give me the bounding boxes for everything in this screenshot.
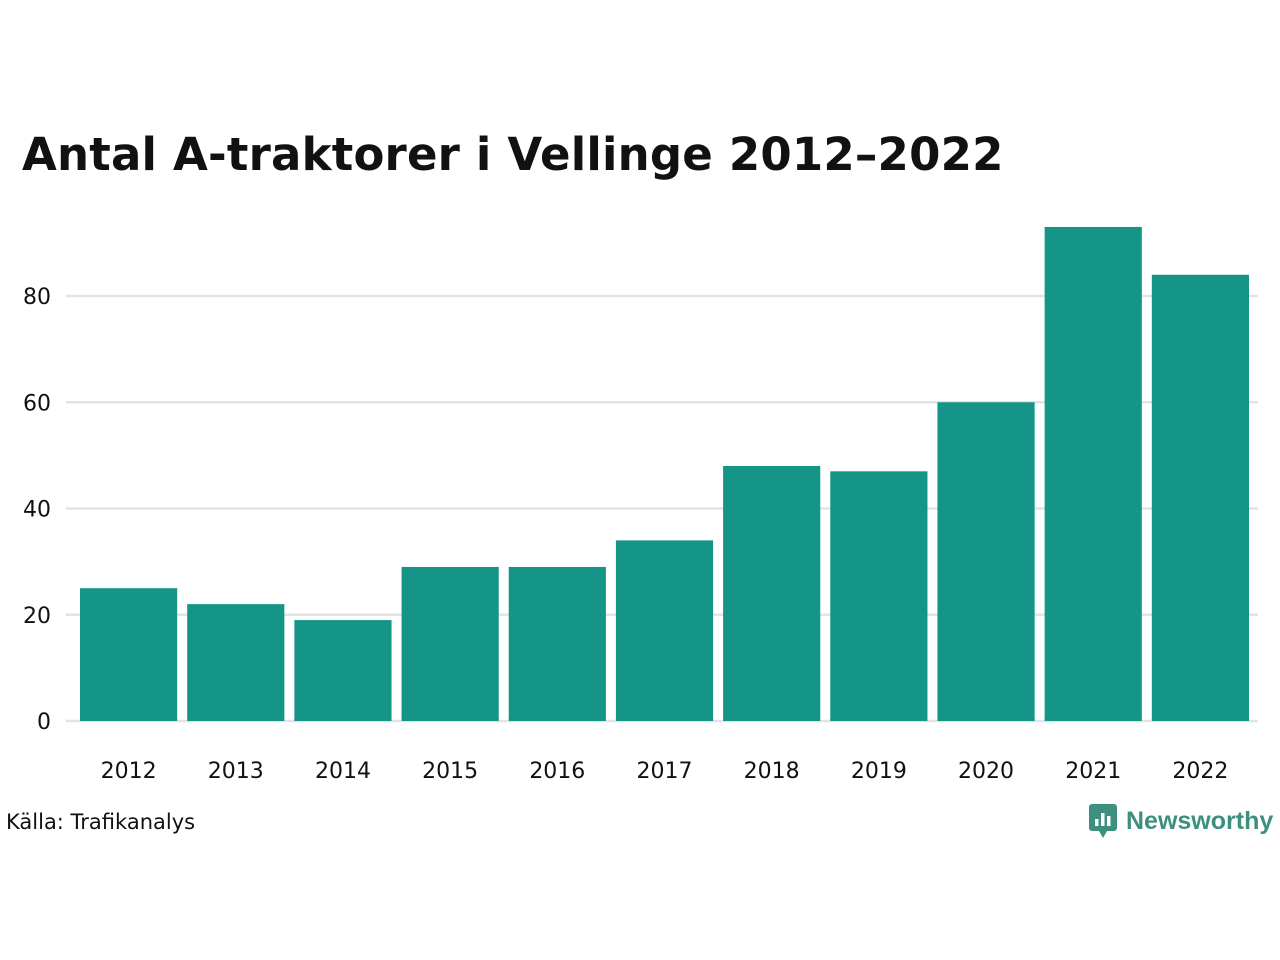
bar-2013 — [187, 604, 285, 721]
bar-2020 — [937, 402, 1035, 721]
bar-2019 — [830, 471, 928, 721]
x-tick-label: 2021 — [1065, 759, 1121, 784]
bar-2021 — [1044, 226, 1142, 721]
brand-name: Newsworthy — [1126, 806, 1274, 835]
x-axis-ticks: 2012 2013 2014 2015 2016 2017 2018 2019 2020 2021… — [101, 759, 1229, 784]
x-tick-label: 2015 — [422, 759, 478, 784]
newsworthy-logo-icon — [1089, 804, 1117, 838]
bar-2014 — [294, 620, 392, 721]
x-tick-label: 2013 — [208, 759, 264, 784]
y-tick-label: 60 — [23, 391, 51, 416]
x-tick-label: 2014 — [315, 759, 371, 784]
bar-2015 — [401, 566, 499, 721]
y-axis-ticks: 0 20 40 60 80 — [23, 285, 51, 735]
source-label: Källa: Trafikanalys — [6, 810, 196, 834]
x-tick-label: 2012 — [101, 759, 157, 784]
bar-2022 — [1151, 274, 1249, 721]
bar-2017 — [615, 540, 714, 721]
x-tick-label: 2019 — [851, 759, 907, 784]
y-tick-label: 20 — [23, 604, 51, 629]
chart-title: Antal A-traktorer i Vellinge 2012–2022 — [22, 128, 1004, 181]
y-tick-label: 40 — [23, 498, 51, 523]
y-tick-label: 0 — [37, 710, 51, 735]
bar-2018 — [723, 466, 821, 721]
x-tick-label: 2022 — [1172, 759, 1228, 784]
x-tick-label: 2020 — [958, 759, 1014, 784]
x-tick-label: 2018 — [744, 759, 800, 784]
bar-2012 — [80, 588, 178, 721]
x-tick-label: 2017 — [637, 759, 693, 784]
bar-2016 — [508, 566, 606, 721]
brand-logo: Newsworthy — [1088, 802, 1273, 840]
x-tick-label: 2016 — [529, 759, 585, 784]
bars — [80, 226, 1249, 721]
y-tick-label: 80 — [23, 285, 51, 310]
